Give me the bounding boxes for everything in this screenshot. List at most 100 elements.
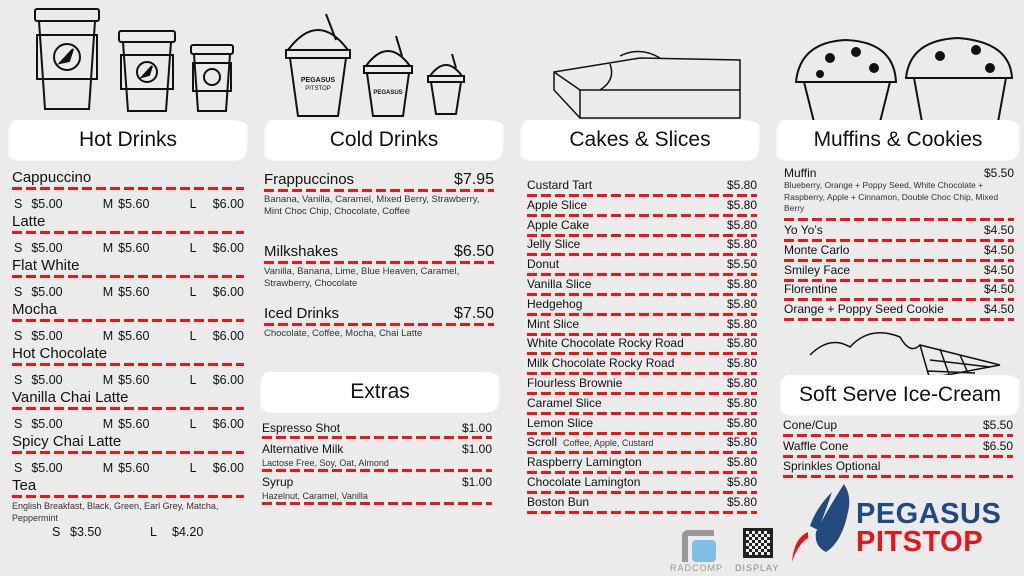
dash-divider — [264, 261, 494, 264]
menu-item[interactable]: Hot Chocolate S $5.00 M $5.60 L $6.00 — [12, 345, 244, 389]
item-name: Smiley Face — [784, 262, 850, 279]
item-row: Custard Tart $5.80 — [527, 177, 757, 194]
size-label: M — [102, 328, 114, 343]
size-label: S — [14, 196, 23, 211]
item-row: Alternative Milk $1.00 — [262, 442, 492, 457]
radcomp-logo — [680, 528, 720, 562]
menu-item[interactable]: Mocha S $5.00 M $5.60 L $6.00 — [12, 301, 244, 345]
menu-item[interactable]: Boston Bun $5.80 — [527, 494, 757, 514]
menu-item[interactable]: Waffle Cone $6.50 — [783, 438, 1013, 459]
menu-item[interactable]: Cone/Cup $5.50 — [783, 417, 1013, 438]
item-name-text: Caramel Slice — [527, 395, 602, 410]
softserve-list: Cone/Cup $5.50 Waffle Cone $6.50 Sprinkles O… — [783, 417, 1013, 479]
item-price: $7.95 — [453, 171, 494, 188]
price: $5.60 — [118, 460, 150, 475]
pegasus-wing-logo — [792, 484, 850, 562]
item-row: Yo Yo’s $4.50 — [784, 222, 1014, 239]
dash-divider — [527, 273, 757, 277]
menu-item[interactable]: Flat White S $5.00 M $5.60 L $6.00 — [12, 257, 244, 301]
menu-item[interactable]: Vanilla Chai Latte S $5.00 M $5.60 L $6.00 — [12, 389, 244, 433]
menu-item[interactable]: Orange + Poppy Seed Cookie $4.50 — [784, 301, 1014, 322]
dash-divider — [12, 319, 244, 322]
menu-item[interactable]: Sprinkles Optional — [783, 458, 1013, 479]
menu-item[interactable]: Milkshakes $6.50 Vanilla, Banana, Lime, Bl… — [264, 243, 494, 305]
item-name-text: Raspberry Lamington — [527, 455, 642, 470]
menu-item[interactable]: Alternative Milk $1.00 Lactose Free, Soy, … — [262, 442, 492, 472]
price: $5.00 — [31, 416, 63, 431]
size-label: S — [14, 416, 23, 431]
size-label: M — [102, 416, 114, 431]
price: $6.00 — [212, 416, 244, 431]
item-name-text: Chocolate Lamington — [527, 474, 641, 489]
item-name: Donut — [527, 256, 559, 273]
item-name: Tea — [12, 477, 37, 494]
menu-item[interactable]: Espresso Shot $1.00 — [262, 421, 492, 439]
price: $6.00 — [212, 372, 244, 387]
item-description: Lactose Free, Soy, Oat, Almond — [262, 458, 389, 468]
size-label: S — [14, 372, 23, 387]
menu-item[interactable]: Raspberry Lamington $5.80 — [527, 454, 757, 475]
menu-item[interactable]: Hedgehog $5.80 — [527, 296, 757, 316]
menu-item[interactable]: Frappuccinos $7.95 Banana, Vanilla, Carame… — [264, 171, 494, 243]
menu-item[interactable]: Mint Slice $5.80 — [527, 316, 757, 336]
item-name: Caramel Slice — [527, 395, 602, 412]
menu-item[interactable]: Monte Carlo $4.50 — [784, 242, 1014, 262]
menu-item[interactable]: Spicy Chai Latte S $5.00 M $5.60 L $6.00 — [12, 433, 244, 477]
dash-divider — [12, 407, 244, 410]
size-prices: S $5.00 M $5.60 L $6.00 — [12, 410, 244, 433]
item-row: Milkshakes $6.50 — [264, 243, 494, 261]
menu-item[interactable]: Apple Slice $5.80 — [527, 197, 757, 217]
menu-item[interactable]: Jelly Slice $5.80 — [527, 236, 757, 257]
menu-item[interactable]: Caramel Slice $5.80 — [527, 395, 757, 415]
menu-item[interactable]: Scroll Coffee, Apple, Custard $5.80 — [527, 434, 757, 455]
item-row: Muffin $5.50 — [784, 166, 1014, 180]
size-prices: S $5.00 M $5.60 L $6.00 — [12, 234, 244, 257]
menu-item[interactable]: Smiley Face $4.50 — [784, 262, 1014, 282]
item-price: $7.50 — [453, 305, 494, 322]
item-name-text: Yo Yo’s — [784, 223, 823, 237]
item-name: Milk Chocolate Rocky Road — [527, 355, 674, 372]
item-name: Jelly Slice — [527, 236, 580, 253]
size-label: S — [14, 328, 23, 343]
menu-item[interactable]: Yo Yo’s $4.50 — [784, 222, 1014, 242]
dash-divider — [784, 218, 1014, 221]
menu-item[interactable]: Milk Chocolate Rocky Road $5.80 — [527, 355, 757, 376]
menu-item[interactable]: Apple Cake $5.80 — [527, 217, 757, 237]
size-prices: S $5.00 M $5.60 L $6.00 — [12, 278, 244, 301]
display-text: DISPLAY — [735, 563, 780, 573]
hot-cups-illustration — [34, 8, 234, 112]
menu-item-tea[interactable]: Tea English Breakfast, Black, Green, Earl… — [12, 477, 244, 540]
item-name: Orange + Poppy Seed Cookie — [784, 301, 944, 318]
menu-item[interactable]: Custard Tart $5.80 — [527, 177, 757, 197]
item-row: Sprinkles Optional — [783, 458, 1013, 475]
item-name-text: Lemon Slice — [527, 415, 594, 430]
dash-divider — [527, 194, 757, 197]
price: $5.60 — [118, 196, 150, 211]
menu-item[interactable]: Iced Drinks $7.50 Chocolate, Coffee, Mocha… — [264, 305, 494, 345]
menu-item[interactable]: Vanilla Slice $5.80 — [527, 276, 757, 296]
menu-item[interactable]: Latte S $5.00 M $5.60 L $6.00 — [12, 213, 244, 257]
item-row: Smiley Face $4.50 — [784, 262, 1014, 279]
dash-divider — [12, 231, 244, 234]
menu-item[interactable]: Flourless Brownie $5.80 — [527, 375, 757, 395]
item-description: Chocolate, Coffee, Mocha, Chai Latte — [264, 328, 423, 339]
menu-item[interactable]: Lemon Slice $5.80 — [527, 415, 757, 435]
item-name-text: Sprinkles Optional — [783, 459, 881, 473]
dash-divider — [527, 213, 757, 217]
item-name: Chocolate Lamington — [527, 474, 640, 491]
menu-item[interactable]: Syrup $1.00 Hazelnut, Caramel, Vanilla — [262, 475, 492, 505]
size-label: L — [189, 196, 197, 211]
dash-divider — [527, 312, 757, 316]
menu-item[interactable]: Chocolate Lamington $5.80 — [527, 474, 757, 494]
menu-item[interactable]: Florentine $4.50 — [784, 281, 1014, 302]
size-label: L — [189, 328, 197, 343]
dash-divider — [527, 451, 757, 455]
menu-item[interactable]: White Chocolate Rocky Road $5.80 — [527, 335, 757, 356]
menu-item[interactable]: Muffin $5.50 Blueberry, Orange + Poppy See… — [784, 166, 1014, 222]
item-price: $5.80 — [726, 316, 757, 331]
dash-divider — [527, 292, 757, 296]
menu-item[interactable]: Cappuccino S $5.00 M $5.60 L $6.00 — [12, 169, 244, 213]
item-price: $4.50 — [983, 282, 1014, 297]
menu-item[interactable]: Donut $5.50 — [527, 256, 757, 277]
dash-divider — [527, 332, 757, 336]
